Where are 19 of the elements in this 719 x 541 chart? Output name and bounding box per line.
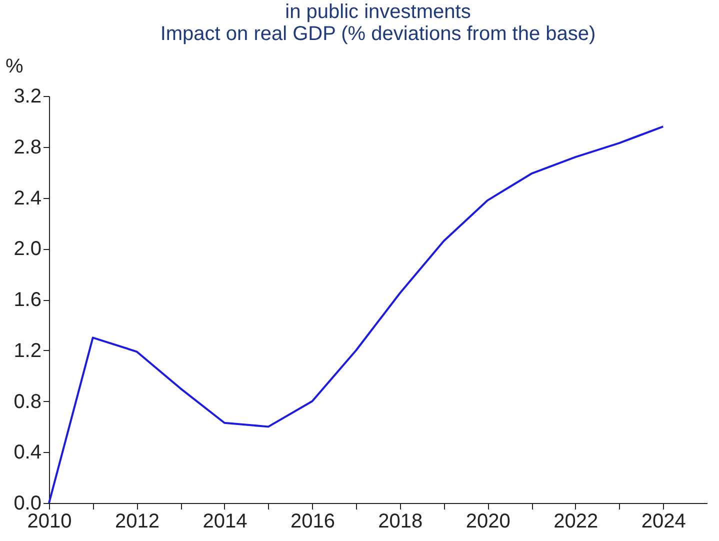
y-tick-label: 0.4 — [14, 442, 42, 464]
x-tick-label: 2024 — [641, 510, 686, 532]
x-tick-label: 2018 — [378, 510, 423, 532]
x-tick-label: 2014 — [202, 510, 248, 532]
text: Impact on real GDP (% deviations from the base) — [160, 23, 596, 45]
y-tick-label: 0.8 — [14, 390, 42, 413]
x-tick-label: 2012 — [114, 510, 160, 532]
y-tick-label: 1.6 — [14, 289, 42, 311]
x-tick-label: 2022 — [554, 510, 598, 532]
text: in public investments — [285, 1, 471, 23]
y-tick-label: 1.2 — [14, 340, 42, 362]
x-tick-label: 2020 — [466, 510, 510, 532]
y-tick-label: 2.0 — [14, 238, 42, 260]
y-tick-label: 3.2 — [14, 86, 42, 108]
line-series — [48, 126, 664, 504]
y-tick-label: 2.8 — [14, 136, 42, 158]
y-axis-title: % — [6, 56, 24, 78]
x-tick-label: 2016 — [290, 510, 335, 532]
y-tick-label: 2.4 — [14, 187, 42, 210]
